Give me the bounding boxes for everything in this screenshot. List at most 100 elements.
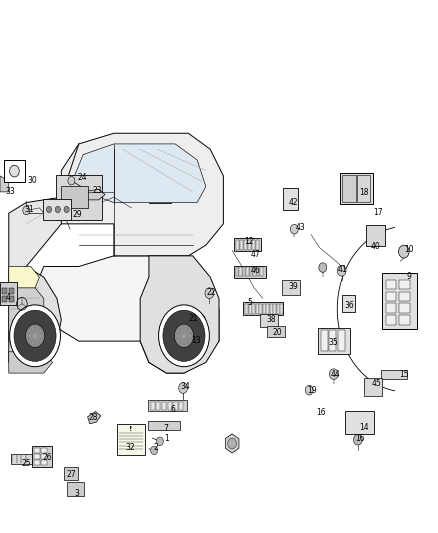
- Circle shape: [319, 263, 327, 272]
- Text: 33: 33: [6, 188, 15, 196]
- FancyBboxPatch shape: [267, 326, 285, 337]
- Text: 47: 47: [251, 251, 261, 259]
- Text: 3: 3: [74, 489, 79, 498]
- Text: 10: 10: [404, 245, 413, 254]
- Text: 24: 24: [77, 173, 87, 182]
- Circle shape: [10, 165, 19, 177]
- FancyBboxPatch shape: [249, 304, 251, 313]
- Text: 43: 43: [296, 223, 306, 231]
- Polygon shape: [0, 176, 9, 192]
- FancyBboxPatch shape: [338, 330, 345, 351]
- FancyBboxPatch shape: [399, 303, 410, 313]
- FancyBboxPatch shape: [260, 314, 278, 327]
- FancyBboxPatch shape: [148, 421, 180, 430]
- Text: 42: 42: [289, 198, 298, 207]
- Circle shape: [151, 446, 158, 455]
- FancyBboxPatch shape: [252, 239, 255, 249]
- FancyBboxPatch shape: [345, 411, 374, 434]
- FancyBboxPatch shape: [381, 370, 407, 379]
- FancyBboxPatch shape: [236, 268, 238, 276]
- FancyBboxPatch shape: [244, 239, 247, 249]
- FancyBboxPatch shape: [64, 467, 78, 480]
- FancyBboxPatch shape: [2, 288, 7, 294]
- Polygon shape: [9, 266, 61, 362]
- FancyBboxPatch shape: [247, 268, 249, 276]
- FancyBboxPatch shape: [243, 302, 283, 315]
- FancyBboxPatch shape: [280, 304, 283, 313]
- Text: 39: 39: [289, 282, 298, 291]
- Polygon shape: [140, 256, 219, 373]
- FancyBboxPatch shape: [386, 303, 396, 313]
- FancyBboxPatch shape: [234, 266, 266, 278]
- FancyBboxPatch shape: [34, 454, 40, 458]
- Circle shape: [174, 324, 194, 348]
- FancyBboxPatch shape: [342, 295, 355, 312]
- Circle shape: [14, 310, 56, 361]
- Text: 23: 23: [92, 187, 102, 195]
- Text: 13: 13: [191, 336, 201, 344]
- FancyBboxPatch shape: [34, 448, 40, 453]
- Circle shape: [25, 324, 45, 348]
- FancyBboxPatch shape: [261, 268, 263, 276]
- FancyBboxPatch shape: [240, 268, 242, 276]
- FancyBboxPatch shape: [277, 304, 279, 313]
- FancyBboxPatch shape: [0, 282, 17, 305]
- Text: 31: 31: [25, 205, 34, 214]
- FancyBboxPatch shape: [318, 328, 350, 354]
- Text: 19: 19: [307, 386, 317, 395]
- FancyBboxPatch shape: [270, 304, 272, 313]
- Text: 22: 22: [206, 288, 216, 296]
- FancyBboxPatch shape: [4, 160, 25, 182]
- FancyBboxPatch shape: [254, 268, 256, 276]
- Text: 6: 6: [170, 405, 176, 414]
- FancyBboxPatch shape: [256, 304, 258, 313]
- Text: 5: 5: [247, 298, 252, 307]
- FancyBboxPatch shape: [282, 280, 300, 295]
- FancyBboxPatch shape: [364, 378, 382, 396]
- Text: 30: 30: [28, 176, 37, 184]
- Circle shape: [68, 176, 75, 185]
- FancyBboxPatch shape: [399, 292, 410, 301]
- FancyBboxPatch shape: [266, 304, 269, 313]
- FancyBboxPatch shape: [245, 304, 248, 313]
- Text: 38: 38: [267, 316, 276, 324]
- FancyBboxPatch shape: [263, 304, 265, 313]
- FancyBboxPatch shape: [41, 454, 47, 458]
- Polygon shape: [225, 434, 239, 453]
- Text: 21: 21: [189, 314, 198, 323]
- Polygon shape: [9, 266, 39, 288]
- FancyBboxPatch shape: [399, 280, 410, 289]
- Text: 16: 16: [355, 434, 365, 443]
- Circle shape: [228, 438, 237, 449]
- FancyBboxPatch shape: [56, 175, 102, 220]
- Text: 45: 45: [372, 379, 381, 388]
- Circle shape: [353, 434, 362, 445]
- Circle shape: [290, 224, 298, 234]
- FancyBboxPatch shape: [399, 315, 410, 325]
- Text: !: !: [129, 426, 133, 432]
- FancyBboxPatch shape: [2, 296, 7, 302]
- Text: 2: 2: [153, 443, 158, 452]
- FancyBboxPatch shape: [9, 288, 14, 294]
- Text: 4: 4: [5, 293, 11, 302]
- Text: 25: 25: [21, 459, 31, 468]
- FancyBboxPatch shape: [234, 238, 261, 251]
- FancyBboxPatch shape: [248, 239, 251, 249]
- FancyBboxPatch shape: [32, 446, 52, 467]
- Polygon shape: [188, 312, 205, 332]
- FancyBboxPatch shape: [11, 454, 32, 464]
- Text: 26: 26: [42, 453, 52, 462]
- FancyBboxPatch shape: [386, 315, 396, 325]
- FancyBboxPatch shape: [240, 239, 243, 249]
- FancyBboxPatch shape: [34, 459, 40, 464]
- Circle shape: [23, 206, 30, 215]
- Circle shape: [179, 383, 187, 393]
- Text: 15: 15: [399, 370, 409, 379]
- Circle shape: [305, 385, 313, 395]
- Text: 34: 34: [180, 383, 190, 391]
- Circle shape: [192, 336, 201, 346]
- FancyBboxPatch shape: [257, 268, 259, 276]
- Text: 1: 1: [164, 434, 169, 442]
- Circle shape: [337, 265, 346, 276]
- FancyBboxPatch shape: [382, 273, 417, 329]
